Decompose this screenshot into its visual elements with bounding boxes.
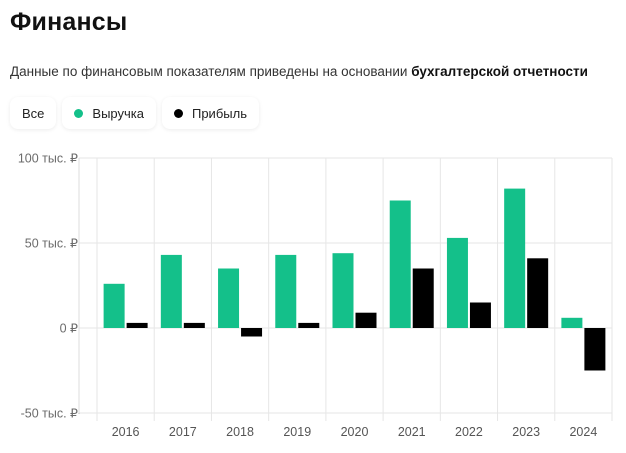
page-title: Финансы <box>10 8 128 36</box>
profit-bar-2023 <box>527 258 549 328</box>
y-tick-label: 100 тыс. ₽ <box>18 152 78 166</box>
x-tick-label: 2019 <box>283 425 311 439</box>
page-subtitle: Данные по финансовым показателям приведе… <box>10 64 588 79</box>
filter-all-button[interactable]: Все <box>10 97 57 129</box>
revenue-bar-2022 <box>446 237 468 328</box>
revenue-dot-icon <box>74 108 84 118</box>
revenue-bar-2023 <box>504 188 526 328</box>
x-tick-label: 2024 <box>569 425 597 439</box>
x-tick-label: 2021 <box>398 425 426 439</box>
profit-bar-2020 <box>355 312 377 328</box>
x-tick-label: 2018 <box>226 425 254 439</box>
profit-bar-2018 <box>241 328 263 337</box>
x-tick-label: 2016 <box>112 425 140 439</box>
revenue-bar-2018 <box>218 268 240 328</box>
x-tick-label: 2017 <box>169 425 197 439</box>
filter-all-label: Все <box>22 105 45 121</box>
revenue-bar-2021 <box>389 200 411 328</box>
revenue-bar-2016 <box>103 283 125 328</box>
y-tick-label: -50 тыс. ₽ <box>21 407 78 421</box>
subtitle-bold-text: бухгалтерской отчетности <box>411 64 588 79</box>
revenue-bar-2020 <box>332 253 354 328</box>
profit-bar-2017 <box>183 322 205 328</box>
y-tick-label: 50 тыс. ₽ <box>25 237 78 251</box>
x-tick-label: 2020 <box>341 425 369 439</box>
revenue-bar-2017 <box>160 254 182 328</box>
revenue-bar-2024 <box>561 317 583 328</box>
filter-profit-button[interactable]: Прибыль <box>161 97 259 129</box>
filter-revenue-button[interactable]: Выручка <box>62 97 156 129</box>
y-tick-label: 0 ₽ <box>60 322 78 336</box>
legend-filters: Все Выручка Прибыль <box>10 97 259 129</box>
x-tick-label: 2023 <box>512 425 540 439</box>
profit-bar-2021 <box>412 268 434 328</box>
x-tick-label: 2022 <box>455 425 483 439</box>
revenue-bar-2019 <box>275 254 297 328</box>
profit-bar-2024 <box>584 328 606 371</box>
profit-bar-2022 <box>469 302 491 328</box>
filter-profit-label: Прибыль <box>191 105 247 121</box>
filter-revenue-label: Выручка <box>92 105 144 121</box>
profit-bar-2019 <box>298 322 320 328</box>
profit-dot-icon <box>173 108 183 118</box>
profit-bar-2016 <box>126 322 148 328</box>
subtitle-text: Данные по финансовым показателям приведе… <box>10 64 412 79</box>
